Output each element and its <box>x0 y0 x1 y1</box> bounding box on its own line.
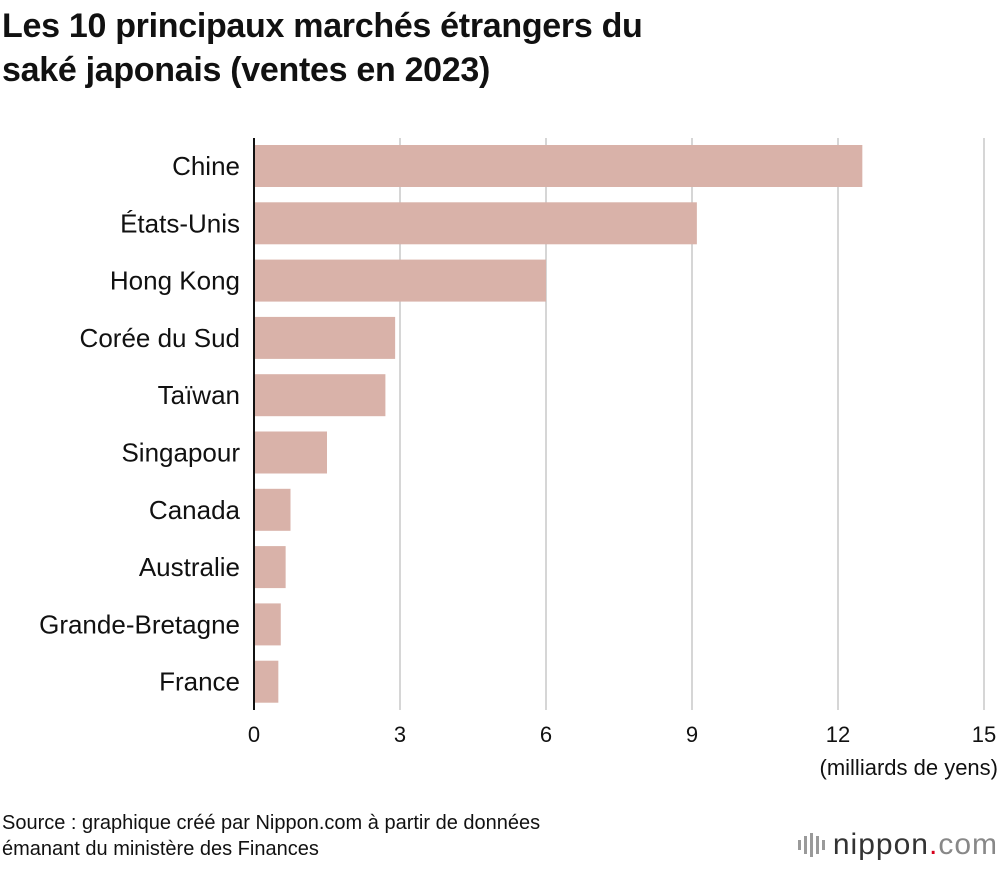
chart-title-line-1: Les 10 principaux marchés étrangers du <box>2 7 643 45</box>
x-tick-label-15: 15 <box>972 722 996 747</box>
category-label-6: Canada <box>149 495 241 525</box>
category-label-1: États-Unis <box>120 208 240 238</box>
bar-9 <box>254 660 279 703</box>
bar-3 <box>254 316 396 359</box>
bar-1 <box>254 202 697 245</box>
category-label-0: Chine <box>172 151 240 181</box>
bar-4 <box>254 374 386 417</box>
source-line-2: émanant du ministère des Finances <box>2 838 319 860</box>
chart-title: Les 10 principaux marchés étrangers du s… <box>2 4 902 92</box>
category-label-4: Taïwan <box>158 380 240 410</box>
category-label-8: Grande-Bretagne <box>39 609 240 639</box>
logo-name: nippon <box>832 828 929 861</box>
bar-6 <box>254 488 291 531</box>
source-note: Source : graphique créé par Nippon.com à… <box>2 810 540 862</box>
x-tick-label-6: 6 <box>540 722 552 747</box>
nippon-logo-icon <box>797 833 825 857</box>
category-label-5: Singapour <box>121 438 240 468</box>
x-tick-label-0: 0 <box>248 722 260 747</box>
category-label-3: Corée du Sud <box>80 323 240 353</box>
logo-tld: com <box>938 828 998 861</box>
bar-0 <box>254 145 863 187</box>
chart-title-line-2: saké japonais (ventes en 2023) <box>2 51 491 89</box>
x-tick-label-3: 3 <box>394 722 406 747</box>
x-axis-unit-label: (milliards de yens) <box>820 755 999 780</box>
logo-dot: . <box>928 828 939 861</box>
x-tick-label-12: 12 <box>826 722 850 747</box>
x-tick-label-9: 9 <box>686 722 698 747</box>
bar-7 <box>254 546 286 589</box>
bar-5 <box>254 431 327 474</box>
bar-2 <box>254 259 546 302</box>
nippon-logo: nippon. com <box>797 828 998 862</box>
bar-chart: Chine États-Unis Hong Kong Corée du Sud Taïw… <box>39 138 999 780</box>
bar-8 <box>254 603 281 646</box>
source-line-1: Source : graphique créé par Nippon.com à… <box>2 812 541 834</box>
category-label-7: Australie <box>139 552 240 582</box>
category-label-2: Hong Kong <box>110 266 240 296</box>
category-label-9: France <box>159 667 240 697</box>
